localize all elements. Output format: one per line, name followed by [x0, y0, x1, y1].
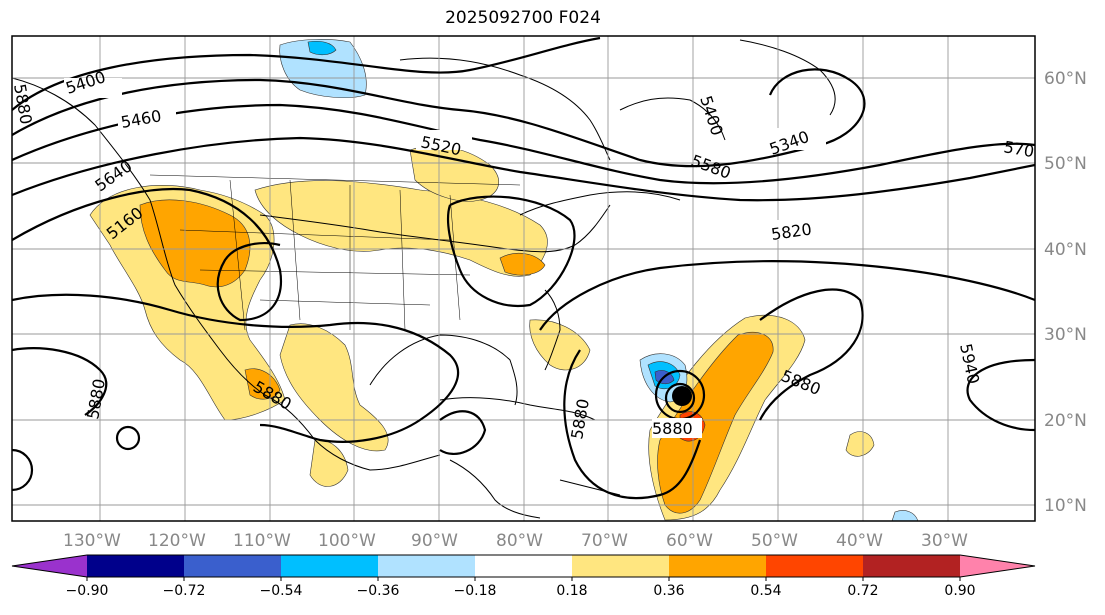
colorbar-tick-label: −0.90	[66, 583, 109, 599]
longitude-label: 40°W	[836, 531, 883, 551]
colorbar-segment	[281, 555, 379, 577]
map-title: 2025092700 F024	[445, 8, 601, 28]
colorbar-tick-label: −0.54	[260, 583, 303, 599]
longitude-label: 120°W	[148, 531, 206, 551]
contour-labels: 5400 5460 5520 5400 5340 5580 570 5640 5…	[10, 67, 1036, 441]
latitude-label: 60°N	[1044, 69, 1087, 89]
colorbar-segment	[863, 555, 961, 577]
colorbar-extend-high	[960, 555, 1035, 577]
longitude-axis: 130°W 120°W 110°W 100°W 90°W 80°W 70°W 6…	[63, 531, 968, 551]
colorbar-tick-label: 0.18	[556, 583, 587, 599]
colorbar-segment	[669, 555, 767, 577]
latitude-label: 10°N	[1044, 496, 1087, 516]
longitude-label: 90°W	[411, 531, 458, 551]
longitude-label: 130°W	[63, 531, 121, 551]
height-contours	[12, 36, 1035, 500]
map-content	[12, 36, 1035, 521]
longitude-label: 50°W	[751, 531, 798, 551]
longitude-label: 80°W	[496, 531, 543, 551]
colorbar-segment	[378, 555, 476, 577]
colorbar-segment	[766, 555, 864, 577]
contour-label: 5880	[652, 419, 693, 438]
colorbar-tick-label: 0.36	[653, 583, 684, 599]
colorbar-tick-label: −0.18	[454, 583, 497, 599]
colorbar-segment	[184, 555, 282, 577]
latitude-label: 50°N	[1044, 154, 1087, 174]
graticule	[12, 36, 1035, 521]
colorbar-segment	[87, 555, 185, 577]
latitude-label: 40°N	[1044, 240, 1087, 260]
colorbar-tick-label: 0.90	[944, 583, 975, 599]
coastlines	[12, 39, 836, 519]
colorbar-tick-label: −0.36	[357, 583, 400, 599]
map-border	[11, 35, 1036, 522]
colorbar: −0.90 −0.72 −0.54 −0.36 −0.18 0.18 0.36 0.54 0.7…	[11, 554, 1036, 599]
colorbar-segment	[572, 555, 670, 577]
latitude-label: 20°N	[1044, 411, 1087, 431]
colorbar-extend-low	[12, 555, 87, 577]
longitude-label: 110°W	[233, 531, 291, 551]
latitude-axis: 60°N 50°N 40°N 30°N 20°N 10°N	[1044, 69, 1087, 516]
longitude-label: 30°W	[921, 531, 968, 551]
storm-center-marker	[672, 386, 692, 406]
colorbar-segment	[475, 555, 573, 577]
colorbar-tick-label: 0.72	[847, 583, 878, 599]
longitude-label: 60°W	[666, 531, 713, 551]
longitude-label: 100°W	[318, 531, 376, 551]
colorbar-tick-label: −0.72	[163, 583, 206, 599]
state-borders	[149, 174, 521, 331]
latitude-label: 30°N	[1044, 325, 1087, 345]
colorbar-tick-label: 0.54	[750, 583, 781, 599]
longitude-label: 70°W	[581, 531, 628, 551]
